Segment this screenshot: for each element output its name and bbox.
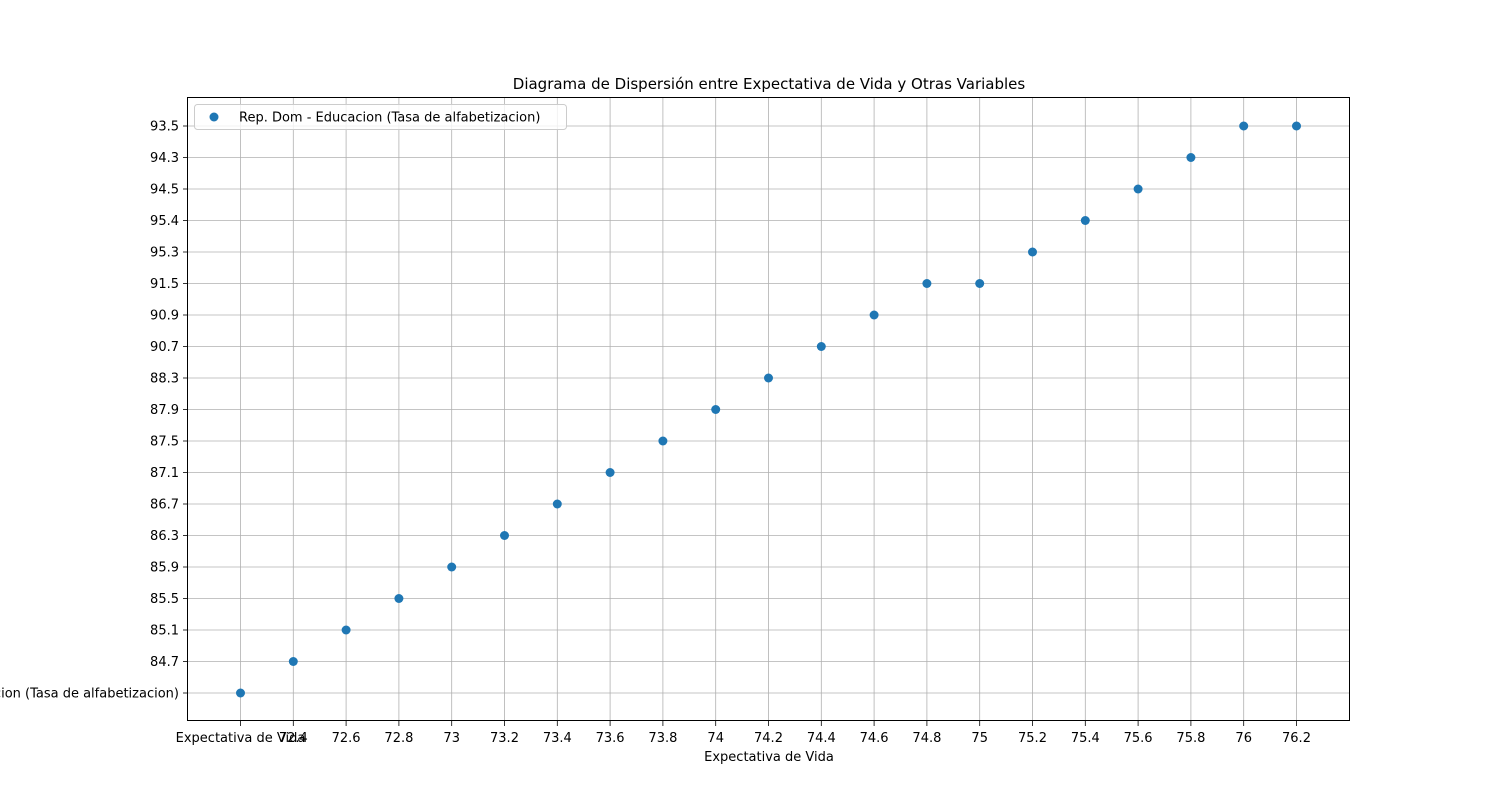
scatter-points (236, 121, 1301, 698)
scatter-point (447, 562, 457, 572)
y-tick-label: 86.3 (150, 529, 179, 544)
scatter-point (500, 531, 509, 540)
scatter-point (394, 594, 404, 603)
y-axis-ticks: Educacion (Tasa de alfabetizacion) 84.7 85… (0, 120, 188, 702)
plot-area-frame (187, 97, 1350, 721)
scatter-point (1292, 121, 1301, 131)
scatter-point (764, 373, 773, 383)
scatter-point (658, 436, 668, 446)
y-tick-label: 94.5 (150, 183, 179, 198)
y-tick-label: 95.3 (150, 246, 179, 261)
scatter-point (341, 625, 351, 635)
y-tick-label: 85.9 (150, 561, 179, 576)
scatter-point (1133, 184, 1143, 194)
x-tick-label: Expectativa de Vida (176, 731, 306, 746)
scatter-point (1239, 121, 1249, 131)
scatter-point (711, 405, 721, 414)
y-tick-label: 85.5 (150, 592, 179, 607)
scatter-point (288, 657, 298, 666)
x-tick-label: 75 (971, 731, 988, 746)
x-tick-label: 72.6 (332, 731, 361, 746)
y-tick-label: 87.1 (150, 466, 179, 481)
scatter-point (1028, 247, 1037, 257)
scatter-point (869, 310, 879, 320)
x-tick-label: 73 (443, 731, 460, 746)
x-tick-label: 72.4 (279, 731, 308, 746)
x-tick-label: 75.8 (1176, 731, 1205, 746)
grid (188, 97, 1350, 721)
y-tick-label: 94.3 (150, 151, 179, 166)
y-tick-label: 91.5 (150, 277, 179, 292)
x-tick-label: 76.2 (1282, 731, 1311, 746)
x-tick-label: 73.8 (648, 731, 677, 746)
x-tick-label: 73.4 (543, 731, 572, 746)
x-tick-label: 74.8 (912, 731, 941, 746)
legend-marker (209, 112, 219, 122)
x-tick-label: 75.6 (1124, 731, 1153, 746)
x-tick-label: 74 (707, 731, 724, 746)
scatter-point (552, 499, 562, 509)
x-tick-label: 73.2 (490, 731, 519, 746)
y-tick-label: 95.4 (150, 214, 179, 229)
y-tick-label: 90.7 (150, 340, 179, 355)
legend: Rep. Dom - Educacion (Tasa de alfabetiza… (194, 104, 567, 130)
scatter-point (1186, 153, 1196, 162)
y-tick-label: 93.5 (150, 120, 179, 135)
legend-box (194, 104, 567, 130)
y-tick-label: 90.9 (150, 309, 179, 324)
x-tick-label: 75.4 (1071, 731, 1100, 746)
scatter-point (1080, 216, 1090, 225)
y-tick-label: 88.3 (150, 372, 179, 387)
legend-entry-label: Rep. Dom - Educacion (Tasa de alfabetiza… (239, 111, 540, 126)
scatter-point (922, 279, 932, 288)
x-tick-label: 73.6 (596, 731, 625, 746)
y-tick-label: 85.1 (150, 624, 179, 639)
y-tick-label: 84.7 (150, 655, 179, 670)
scatter-point (975, 279, 985, 288)
y-tick-label: 87.9 (150, 403, 179, 418)
x-axis-label: Expectativa de Vida (704, 750, 834, 765)
scatter-point (816, 342, 826, 351)
x-tick-label: 74.4 (807, 731, 836, 746)
x-tick-label: 74.6 (860, 731, 889, 746)
x-tick-label: 72.8 (384, 731, 413, 746)
scatter-point (236, 688, 245, 698)
y-tick-label: Educacion (Tasa de alfabetizacion) (0, 687, 179, 702)
x-tick-label: 76 (1235, 731, 1252, 746)
x-tick-label: 74.2 (754, 731, 783, 746)
y-tick-label: 86.7 (150, 498, 179, 513)
scatter-point (605, 468, 615, 477)
y-tick-label: 87.5 (150, 435, 179, 450)
chart-title: Diagrama de Dispersión entre Expectativa… (513, 75, 1026, 93)
x-tick-label: 75.2 (1018, 731, 1047, 746)
